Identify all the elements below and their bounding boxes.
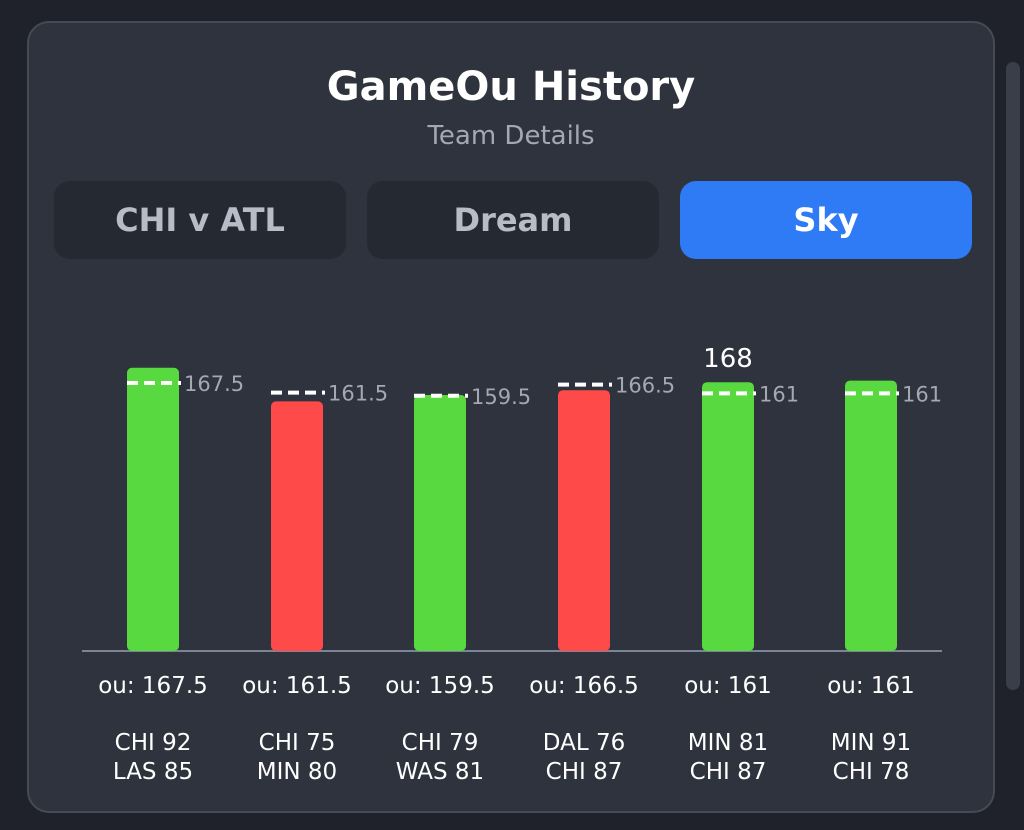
page-title: GameOu History	[326, 64, 696, 110]
ou-line-label: 161	[902, 382, 942, 406]
history-card: GameOu History Team Details CHI v ATL Dr…	[27, 21, 995, 813]
tab-matchup[interactable]: CHI v ATL	[54, 181, 346, 259]
bar	[414, 395, 466, 651]
x-tick-label: ou: 167.5	[98, 673, 208, 699]
tab-dream[interactable]: Dream	[367, 181, 659, 259]
bar	[845, 380, 897, 651]
ou-line-label: 167.5	[184, 372, 244, 396]
bar	[558, 390, 610, 651]
game-score-line-2: WAS 81	[396, 759, 484, 785]
game-score-line-2: CHI 87	[690, 759, 767, 785]
tab-bar: CHI v ATL Dream Sky	[54, 181, 972, 259]
game-score-line-1: CHI 79	[402, 730, 479, 756]
tab-sky[interactable]: Sky	[680, 181, 972, 259]
x-tick-label: ou: 161	[827, 673, 915, 699]
game-score-line-2: MIN 80	[257, 759, 337, 785]
x-tick-label: ou: 166.5	[529, 673, 639, 699]
bar	[702, 382, 754, 651]
game-score-line-1: MIN 81	[688, 730, 768, 756]
game-score-line-1: CHI 75	[259, 730, 336, 756]
game-score-line-1: CHI 92	[115, 730, 192, 756]
game-score-line-2: LAS 85	[113, 759, 193, 785]
x-tick-label: ou: 161	[684, 673, 772, 699]
bar	[127, 367, 179, 651]
page-scrollbar[interactable]	[1006, 62, 1020, 690]
ou-line-label: 159.5	[471, 385, 531, 409]
x-tick-label: ou: 159.5	[385, 673, 495, 699]
game-score-line-2: CHI 87	[546, 759, 623, 785]
ou-line-label: 161	[759, 382, 799, 406]
ou-line-label: 166.5	[615, 374, 675, 398]
game-score-line-1: MIN 91	[831, 730, 911, 756]
x-tick-label: ou: 161.5	[242, 673, 352, 699]
ou-line-label: 161.5	[328, 382, 388, 406]
game-score-line-2: CHI 78	[833, 759, 910, 785]
page-subtitle: Team Details	[427, 121, 595, 151]
bar	[271, 401, 323, 651]
game-score-line-1: DAL 76	[543, 730, 625, 756]
bar-value-label: 168	[703, 344, 753, 374]
